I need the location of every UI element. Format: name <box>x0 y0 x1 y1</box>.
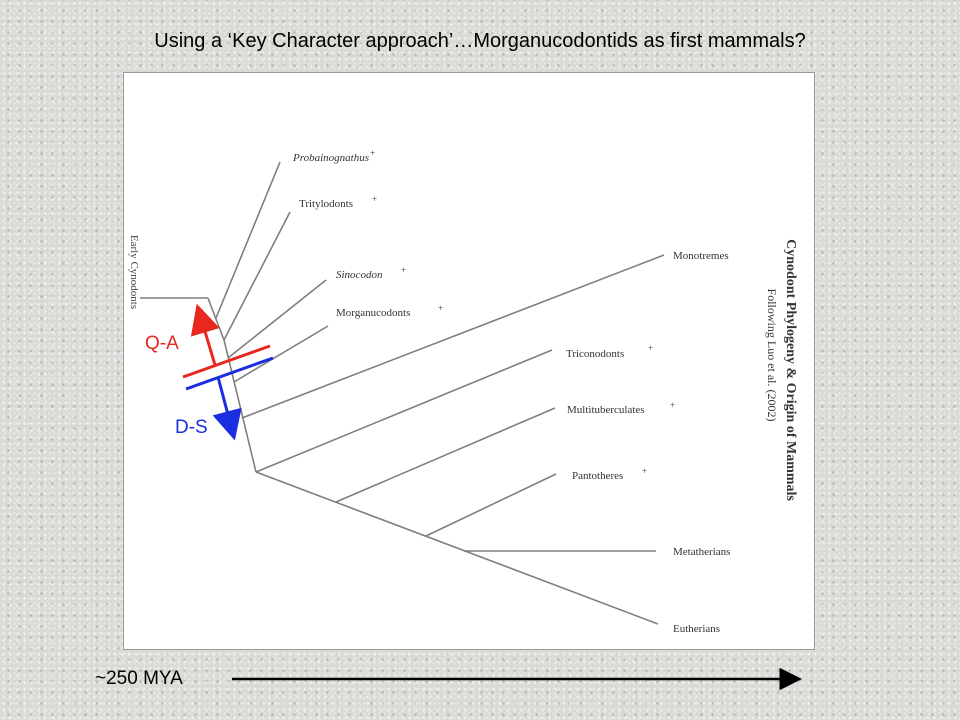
qa-marker <box>182 303 271 379</box>
qa-arrow <box>190 303 220 366</box>
taxon-eutherians: Eutherians <box>673 623 720 635</box>
timeline-label: ~250 MYA <box>95 668 183 689</box>
taxon-tritylodonts: Tritylodonts <box>299 198 353 210</box>
tree-branches <box>140 161 665 625</box>
branch-sinocodon <box>227 279 327 359</box>
taxon-labels: Probainognathus + Tritylodonts + Sinocod… <box>292 148 730 635</box>
plus-multituberculates: + <box>670 400 675 410</box>
diagram-panel <box>123 72 815 650</box>
taxon-metatherians: Metatherians <box>673 546 730 558</box>
ds-label: D-S <box>175 417 208 438</box>
qa-bar <box>182 344 271 379</box>
taxon-probainognathus: Probainognathus <box>292 152 369 164</box>
diagram-side-subtitle: Following Luo et al. (2002) <box>765 289 779 422</box>
taxon-morganucodonts: Morganucodonts <box>336 307 410 319</box>
branch-tritylodonts <box>223 211 291 341</box>
plus-triconodonts: + <box>648 343 653 353</box>
ds-marker <box>185 356 274 441</box>
branch-monotremes <box>241 254 665 419</box>
taxon-multituberculates: Multituberculates <box>567 404 645 416</box>
branch-pantotheres <box>425 473 557 537</box>
plus-morganucodonts: + <box>438 303 443 313</box>
branch-triconodonts <box>255 349 553 473</box>
plus-pantotheres: + <box>642 466 647 476</box>
branch-morganucodonts <box>233 325 329 383</box>
taxon-pantotheres: Pantotheres <box>572 470 623 482</box>
plus-probainognathus: + <box>370 148 375 158</box>
slide-title: Using a ‘Key Character approach’…Morganu… <box>154 30 806 52</box>
branch-probainognathus <box>215 161 281 319</box>
branch-multituberculates <box>335 407 556 503</box>
ds-arrow <box>212 376 242 441</box>
branch-therian-stem <box>255 471 659 625</box>
taxon-triconodonts: Triconodonts <box>566 348 624 360</box>
taxon-monotremes: Monotremes <box>673 250 729 262</box>
taxon-sinocodon: Sinocodon <box>336 269 383 281</box>
diagram-side-title: Cynodont Phylogeny & Origin of Mammals <box>783 239 798 501</box>
qa-label: Q-A <box>145 333 179 354</box>
ds-bar <box>185 356 274 391</box>
plus-sinocodon: + <box>401 265 406 275</box>
plus-tritylodonts: + <box>372 194 377 204</box>
early-cynodonts-label: Early Cynodonts <box>128 235 140 309</box>
